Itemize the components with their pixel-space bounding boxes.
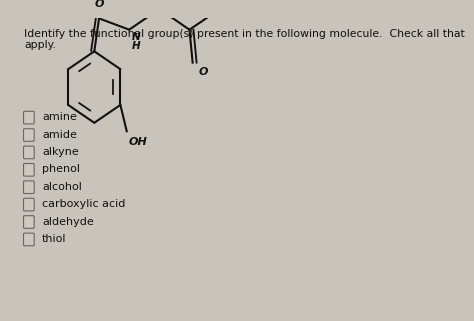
Text: alcohol: alcohol: [42, 182, 82, 192]
Text: phenol: phenol: [42, 164, 80, 174]
FancyBboxPatch shape: [24, 146, 34, 159]
Text: amine: amine: [42, 112, 77, 122]
Text: O: O: [199, 67, 209, 77]
Text: carboxylic acid: carboxylic acid: [42, 199, 125, 209]
Text: alkyne: alkyne: [42, 147, 79, 157]
Text: O: O: [94, 0, 104, 9]
Text: aldehyde: aldehyde: [42, 217, 94, 227]
Text: H: H: [132, 41, 140, 51]
Text: OH: OH: [128, 137, 147, 147]
FancyBboxPatch shape: [24, 111, 34, 124]
FancyBboxPatch shape: [24, 216, 34, 228]
FancyBboxPatch shape: [24, 198, 34, 211]
Text: N: N: [132, 31, 140, 41]
Text: apply.: apply.: [25, 40, 56, 50]
FancyBboxPatch shape: [24, 163, 34, 176]
FancyBboxPatch shape: [24, 233, 34, 246]
Text: Identify the functional group(s) present in the following molecule.  Check all t: Identify the functional group(s) present…: [25, 29, 465, 39]
Text: thiol: thiol: [42, 234, 66, 244]
FancyBboxPatch shape: [24, 181, 34, 194]
Text: amide: amide: [42, 130, 77, 140]
FancyBboxPatch shape: [24, 129, 34, 141]
